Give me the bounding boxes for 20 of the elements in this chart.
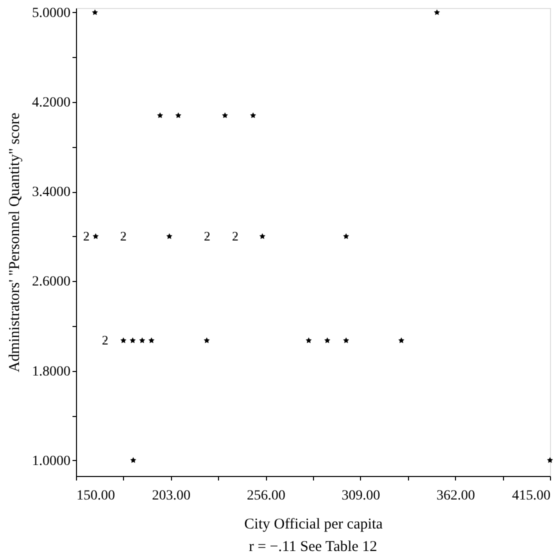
x-tick-label: 309.00 — [342, 488, 380, 504]
y-tick-label: 2.6000 — [32, 274, 70, 290]
x-tick-label: 203.00 — [152, 488, 191, 504]
text: r = −.11 See Table 12 — [248, 539, 378, 555]
x-axis-title: City Official per capita — [244, 516, 384, 532]
x-tick-label: 362.00 — [436, 488, 475, 504]
annotation: 2 — [102, 332, 108, 348]
y-tick-label: 3.4000 — [32, 185, 70, 200]
x-tick-label: 150.00 — [76, 488, 115, 504]
annotation: 2 — [83, 228, 90, 244]
annotation: 2 — [120, 228, 127, 244]
x-tick-label: 256.00 — [246, 488, 286, 504]
x-tick-label: 415.00 — [512, 488, 550, 504]
y-tick-label: 1.8000 — [32, 364, 70, 380]
y-tick-label: 5.0000 — [32, 6, 70, 21]
y-tick-label: 4.2000 — [32, 96, 70, 111]
y-axis-title: Administrators' "Personnel Quantity" score — [7, 112, 23, 372]
annotation: 2 — [232, 228, 238, 244]
y-tick-label: 1.0000 — [32, 454, 70, 469]
annotation: 2 — [204, 228, 210, 244]
